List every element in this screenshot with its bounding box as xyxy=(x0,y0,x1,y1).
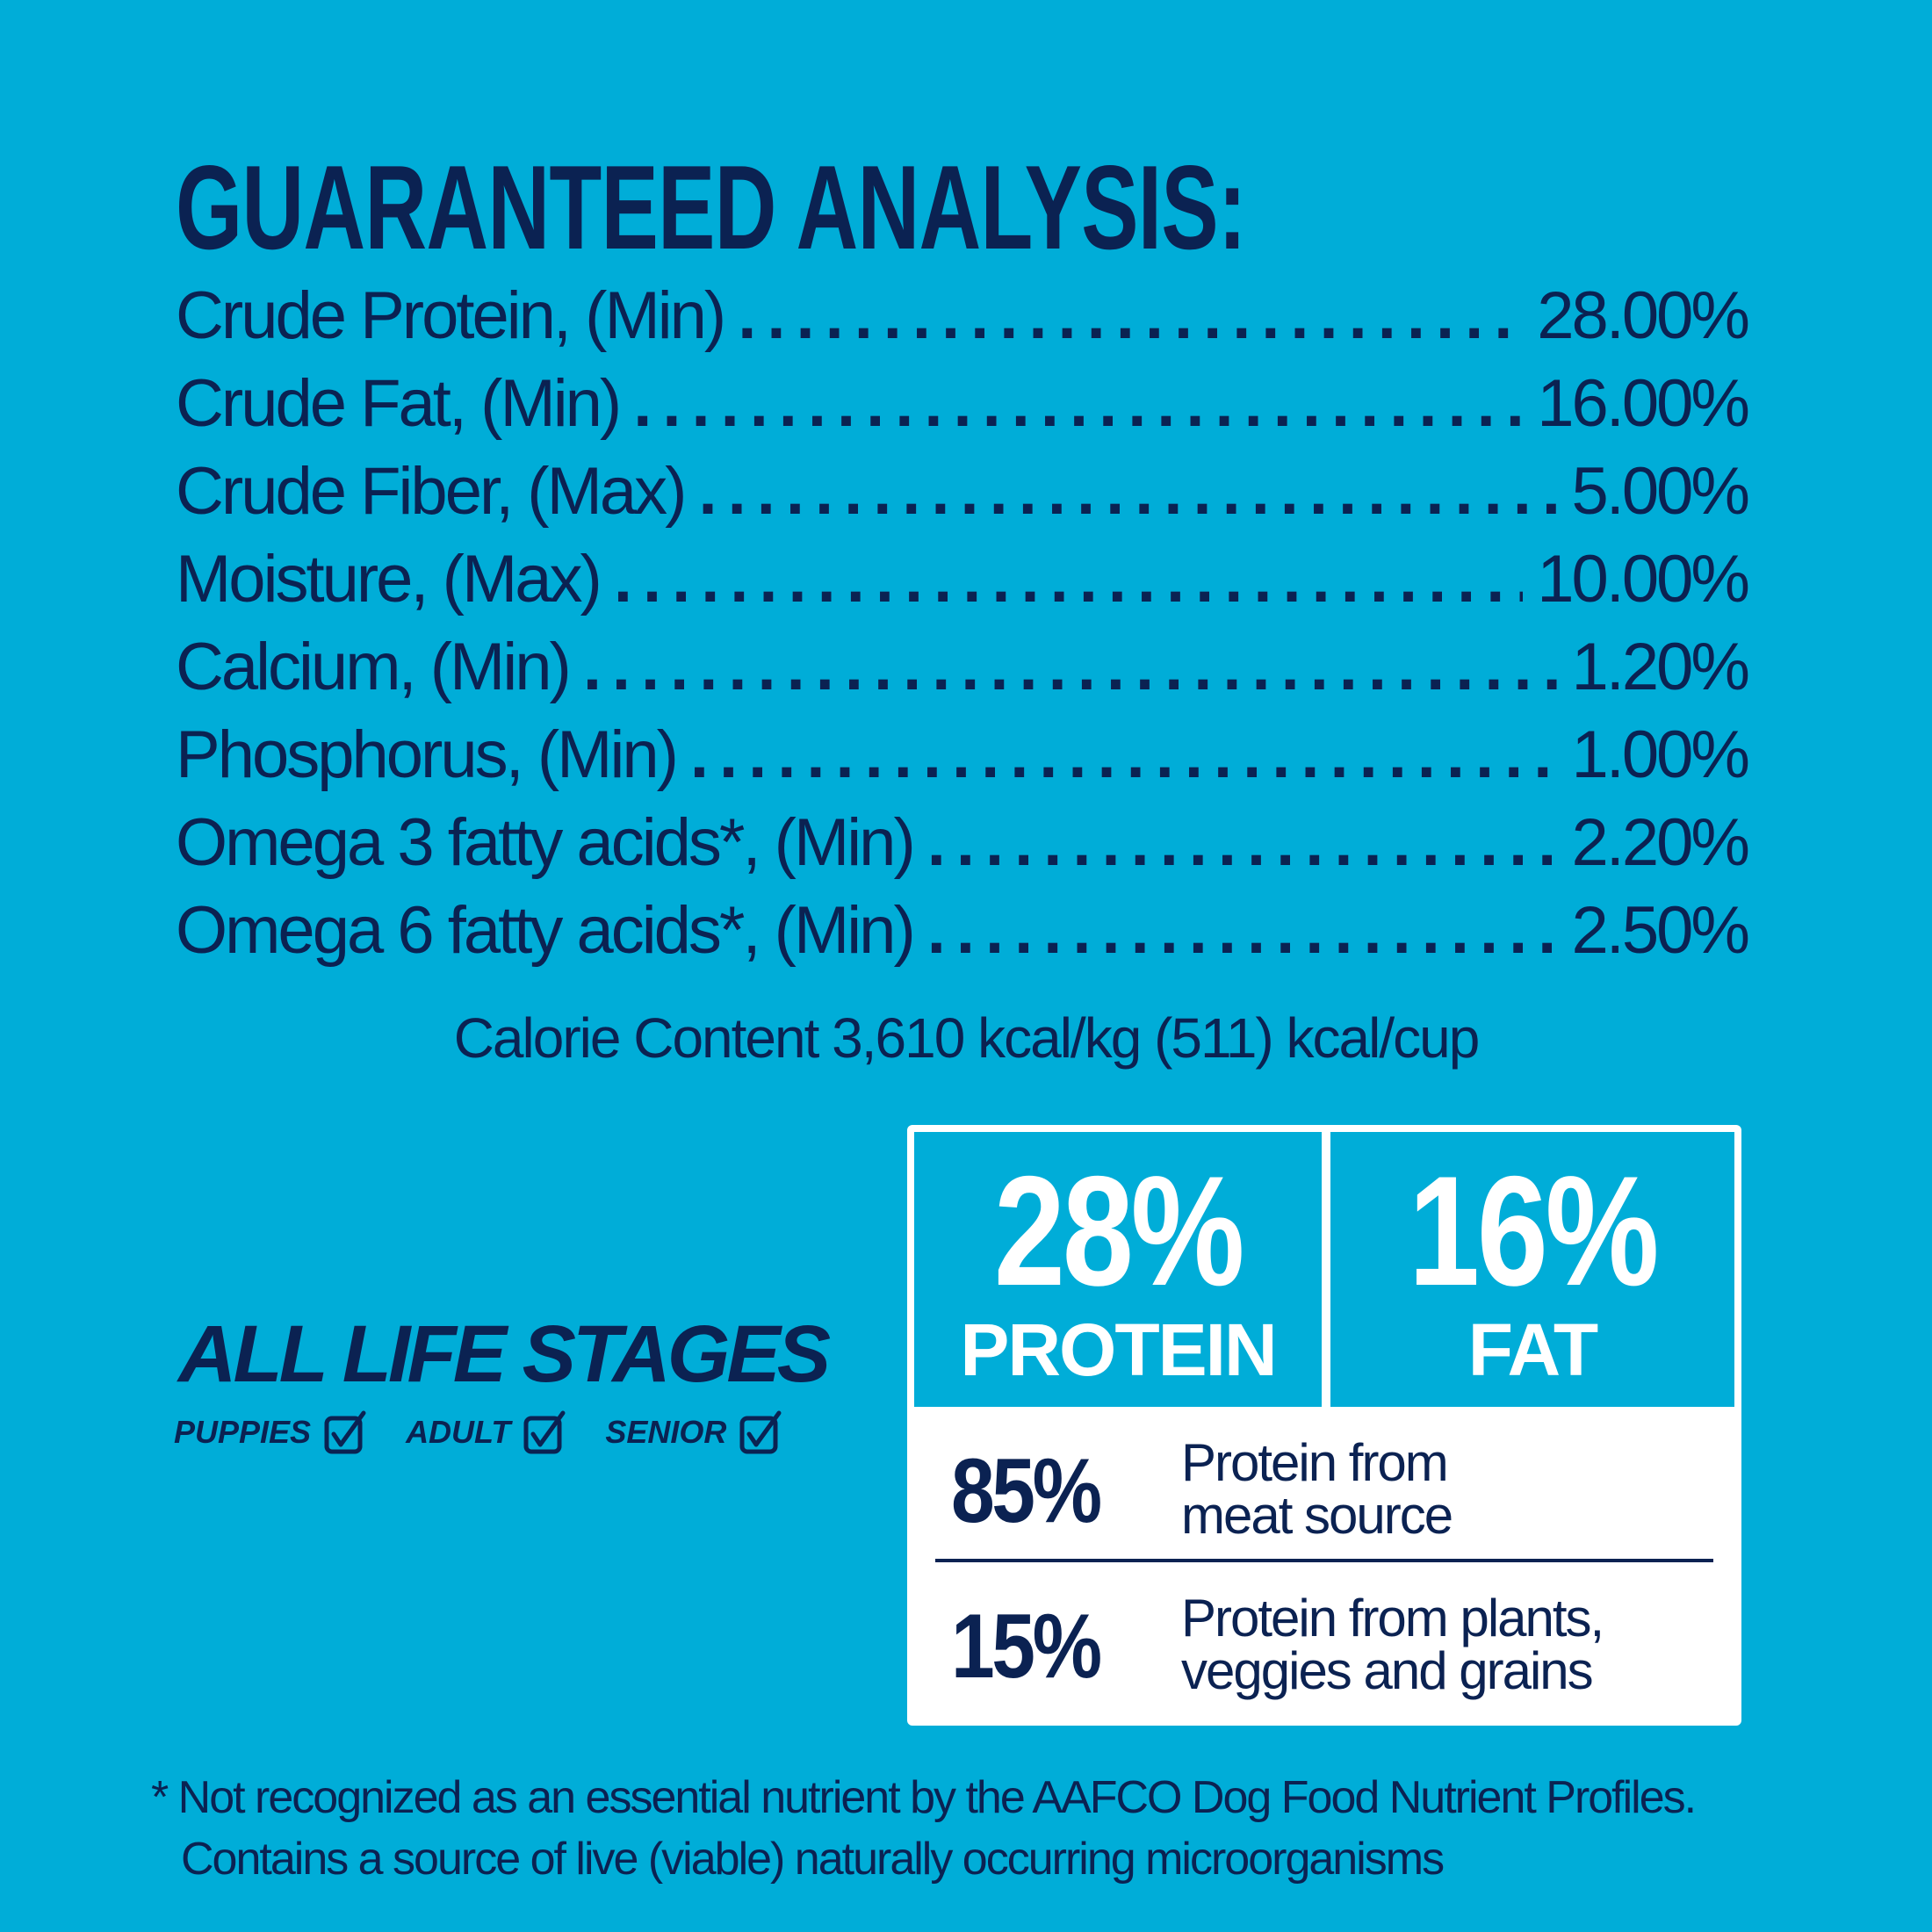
footnote-line2: Contains a source of live (viable) natur… xyxy=(181,1834,1445,1885)
analysis-row: Phosphorus, (Min) ......................… xyxy=(176,711,1750,799)
calorie-content: Calorie Content 3,610 kcal/kg (511) kcal… xyxy=(453,1006,1481,1070)
dot-leader: ........................................… xyxy=(633,366,1523,441)
analysis-value: 1.00% xyxy=(1571,717,1750,792)
analysis-row: Omega 6 fatty acids*, (Min) ............… xyxy=(176,887,1750,975)
dot-leader: ........................................… xyxy=(582,630,1558,704)
protein-percent: 28% xyxy=(993,1143,1245,1318)
life-stage-label: ADULT xyxy=(406,1414,511,1450)
fat-highlight: 16% FAT xyxy=(1330,1132,1734,1407)
analysis-value: 10.00% xyxy=(1537,542,1750,616)
analysis-row: Omega 3 fatty acids*, (Min) ............… xyxy=(176,799,1750,887)
dot-leader: ........................................… xyxy=(738,278,1524,353)
life-stage-label: PUPPIES xyxy=(174,1414,312,1450)
checkbox-checked-icon xyxy=(523,1410,566,1454)
divider xyxy=(935,1559,1713,1562)
plant-desc-line2: veggies and grains xyxy=(1181,1641,1594,1700)
analysis-label: Crude Protein, (Min) xyxy=(176,278,726,353)
analysis-value: 2.50% xyxy=(1571,893,1750,968)
dot-leader: ........................................… xyxy=(926,893,1558,968)
life-stage-label: SENIOR xyxy=(605,1414,727,1450)
life-stage-adult: ADULT xyxy=(406,1409,570,1455)
analysis-row: Crude Fat, (Min) .......................… xyxy=(176,360,1750,448)
protein-label: PROTEIN xyxy=(960,1308,1277,1391)
guaranteed-analysis-heading: GUARANTEED ANALYSIS: xyxy=(176,141,1246,274)
analysis-table: Crude Protein, (Min) ...................… xyxy=(176,272,1750,975)
nutrition-highlight-panel: 28% PROTEIN 16% FAT 85% Protein from mea… xyxy=(907,1125,1741,1726)
life-stage-puppies: PUPPIES xyxy=(174,1409,371,1455)
analysis-label: Moisture, (Max) xyxy=(176,542,602,616)
dot-leader: ........................................… xyxy=(613,542,1523,616)
analysis-row: Moisture, (Max) ........................… xyxy=(176,536,1750,624)
analysis-label: Calcium, (Min) xyxy=(176,630,572,704)
meat-protein-row: 85% Protein from meat source xyxy=(907,1428,1741,1560)
protein-highlight: 28% PROTEIN xyxy=(914,1132,1322,1407)
life-stages-title: ALL LIFE STAGES xyxy=(178,1309,831,1399)
meat-desc-line2: meat source xyxy=(1181,1486,1453,1545)
analysis-row: Crude Protein, (Min) ...................… xyxy=(176,272,1750,360)
footnote: * Not recognized as an essential nutrien… xyxy=(151,1767,1697,1890)
analysis-value: 5.00% xyxy=(1571,454,1750,529)
plant-protein-description: Protein from plants, veggies and grains xyxy=(1181,1589,1604,1700)
analysis-label: Omega 6 fatty acids*, (Min) xyxy=(176,893,916,968)
meat-protein-description: Protein from meat source xyxy=(1181,1433,1453,1545)
meat-protein-percent: 85% xyxy=(951,1440,1102,1542)
fat-percent: 16% xyxy=(1408,1143,1660,1318)
footnote-line1: * Not recognized as an essential nutrien… xyxy=(151,1772,1697,1823)
life-stages-list: PUPPIES ADULT SENIOR xyxy=(174,1409,821,1455)
analysis-label: Phosphorus, (Min) xyxy=(176,717,679,792)
dot-leader: ........................................… xyxy=(698,454,1558,529)
analysis-label: Omega 3 fatty acids*, (Min) xyxy=(176,805,916,880)
plant-protein-row: 15% Protein from plants, veggies and gra… xyxy=(907,1583,1741,1715)
analysis-row: Calcium, (Min) .........................… xyxy=(176,624,1750,711)
analysis-row: Crude Fiber, (Max) .....................… xyxy=(176,448,1750,536)
dot-leader: ........................................… xyxy=(689,717,1558,792)
life-stage-senior: SENIOR xyxy=(605,1409,786,1455)
meat-desc-line1: Protein from xyxy=(1181,1433,1449,1492)
analysis-value: 28.00% xyxy=(1537,278,1750,353)
checkbox-checked-icon xyxy=(324,1410,366,1454)
analysis-label: Crude Fat, (Min) xyxy=(176,366,622,441)
checkbox-checked-icon xyxy=(739,1410,782,1454)
plant-protein-percent: 15% xyxy=(951,1596,1102,1698)
analysis-label: Crude Fiber, (Max) xyxy=(176,454,687,529)
analysis-value: 2.20% xyxy=(1571,805,1750,880)
analysis-value: 16.00% xyxy=(1537,366,1750,441)
dot-leader: ........................................… xyxy=(926,805,1558,880)
fat-label: FAT xyxy=(1467,1308,1598,1391)
analysis-value: 1.20% xyxy=(1571,630,1750,704)
plant-desc-line1: Protein from plants, xyxy=(1181,1589,1604,1647)
